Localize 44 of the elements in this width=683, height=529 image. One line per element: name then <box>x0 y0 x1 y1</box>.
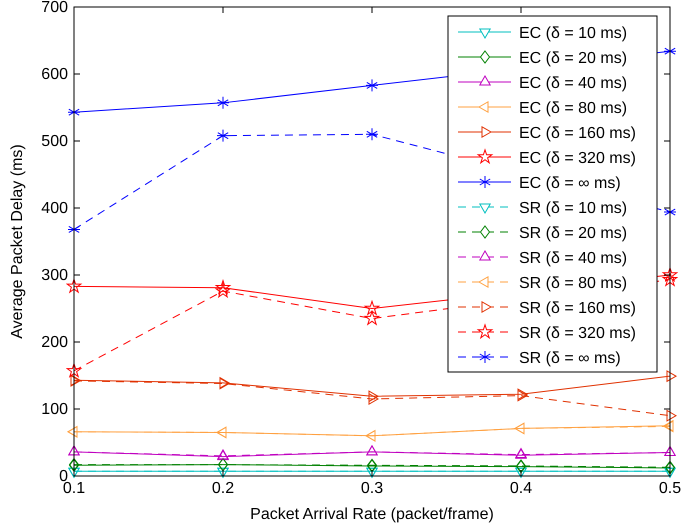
x-axis-title: Packet Arrival Rate (packet/frame) <box>250 506 494 523</box>
legend-label: SR (δ = 20 ms) <box>519 225 628 242</box>
y-tick-label: 300 <box>41 267 68 284</box>
legend-label: SR (δ = ∞ ms) <box>519 350 621 367</box>
point <box>366 78 378 92</box>
point <box>216 280 230 294</box>
legend-label: SR (δ = 160 ms) <box>519 300 636 317</box>
y-tick-label: 700 <box>41 0 68 16</box>
point <box>364 300 380 315</box>
point <box>66 363 82 378</box>
point <box>216 283 230 298</box>
legend-label: EC (δ = 20 ms) <box>519 50 628 67</box>
point <box>666 370 676 382</box>
legend-label: SR (δ = 40 ms) <box>519 250 628 267</box>
point <box>662 272 678 286</box>
legend-label: EC (δ = 160 ms) <box>519 125 636 142</box>
legend-label: EC (δ = 40 ms) <box>519 75 628 92</box>
point <box>666 410 676 422</box>
point <box>66 278 82 293</box>
legend-label: SR (δ = 320 ms) <box>519 325 636 342</box>
legend-label: EC (δ = 10 ms) <box>519 25 628 42</box>
legend-label: EC (δ = 320 ms) <box>519 150 636 167</box>
point <box>364 310 380 325</box>
legend-label: SR (δ = 80 ms) <box>519 275 628 292</box>
point <box>366 128 378 141</box>
point <box>368 390 378 402</box>
y-tick-label: 200 <box>41 334 68 351</box>
x-tick-label: 0.3 <box>360 480 384 497</box>
point <box>662 267 678 282</box>
y-axis-title: Average Packet Delay (ms) <box>9 144 26 339</box>
x-tick-label: 0.4 <box>510 480 532 497</box>
y-tick-label: 100 <box>41 401 68 418</box>
legend-label: SR (δ = 10 ms) <box>519 200 628 217</box>
legend-label: EC (δ = ∞ ms) <box>519 175 621 192</box>
point <box>368 393 378 405</box>
x-tick-label: 0.5 <box>658 480 682 497</box>
legend-label: EC (δ = 80 ms) <box>519 100 628 117</box>
x-tick-label: 0.1 <box>62 480 86 497</box>
y-tick-label: 500 <box>41 133 68 150</box>
y-tick-label: 400 <box>41 200 68 217</box>
point <box>216 96 230 110</box>
point <box>216 129 230 142</box>
y-tick-label: 600 <box>41 66 68 83</box>
x-tick-label: 0.2 <box>212 480 234 497</box>
